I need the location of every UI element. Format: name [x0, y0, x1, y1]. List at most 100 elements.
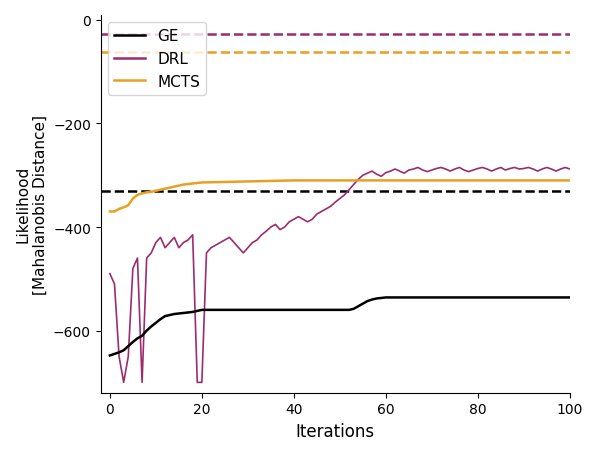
GE: [543, 295, 550, 300]
GE: [313, 308, 321, 313]
GE: [212, 308, 219, 313]
GE: [355, 304, 362, 309]
GE: [125, 344, 132, 349]
GE: [405, 295, 413, 300]
DRL: [322, 207, 329, 212]
MCTS: [428, 178, 435, 184]
GE: [520, 295, 527, 300]
MCTS: [244, 179, 251, 185]
GE: [175, 311, 182, 317]
GE: [139, 334, 146, 339]
Y-axis label: Likelihood
[Mahalanobis Distance]: Likelihood [Mahalanobis Distance]: [15, 115, 47, 294]
DRL: [106, 271, 114, 277]
MCTS: [474, 178, 481, 184]
Line: MCTS: MCTS: [110, 181, 570, 212]
MCTS: [520, 178, 527, 184]
DRL: [438, 165, 445, 171]
X-axis label: Iterations: Iterations: [295, 422, 375, 440]
GE: [106, 353, 114, 359]
MCTS: [497, 178, 504, 184]
GE: [346, 308, 353, 313]
MCTS: [313, 178, 321, 184]
MCTS: [451, 178, 459, 184]
MCTS: [157, 187, 164, 193]
MCTS: [120, 205, 127, 211]
GE: [203, 308, 210, 313]
MCTS: [543, 178, 550, 184]
MCTS: [199, 180, 206, 186]
MCTS: [161, 187, 169, 192]
GE: [382, 295, 389, 300]
Line: GE: GE: [110, 298, 570, 356]
GE: [199, 308, 206, 313]
GE: [166, 313, 173, 318]
DRL: [226, 235, 233, 241]
GE: [111, 351, 118, 357]
GE: [120, 348, 127, 353]
GE: [170, 312, 178, 317]
GE: [451, 295, 459, 300]
GE: [267, 308, 274, 313]
GE: [364, 298, 371, 304]
MCTS: [139, 191, 146, 197]
MCTS: [359, 178, 367, 184]
GE: [157, 317, 164, 322]
MCTS: [175, 183, 182, 189]
GE: [428, 295, 435, 300]
MCTS: [405, 178, 413, 184]
DRL: [120, 380, 127, 385]
GE: [244, 308, 251, 313]
GE: [290, 308, 297, 313]
MCTS: [267, 179, 274, 184]
MCTS: [143, 190, 150, 196]
GE: [336, 308, 343, 313]
MCTS: [382, 178, 389, 184]
MCTS: [221, 180, 228, 185]
GE: [115, 350, 123, 355]
MCTS: [170, 184, 178, 190]
MCTS: [180, 182, 187, 188]
MCTS: [184, 182, 191, 187]
GE: [143, 328, 150, 334]
GE: [148, 324, 155, 329]
MCTS: [290, 178, 297, 184]
MCTS: [111, 209, 118, 215]
MCTS: [129, 197, 136, 202]
MCTS: [566, 178, 573, 184]
MCTS: [125, 203, 132, 208]
GE: [129, 339, 136, 345]
DRL: [460, 168, 468, 173]
MCTS: [148, 190, 155, 195]
GE: [216, 308, 224, 313]
GE: [221, 308, 228, 313]
GE: [387, 295, 394, 300]
GE: [184, 310, 191, 315]
DRL: [387, 169, 394, 174]
GE: [350, 306, 357, 312]
MCTS: [336, 178, 343, 184]
GE: [194, 308, 201, 314]
DRL: [414, 165, 422, 171]
GE: [378, 296, 385, 301]
GE: [208, 308, 215, 313]
MCTS: [115, 207, 123, 212]
MCTS: [152, 189, 160, 194]
Legend: GE, DRL, MCTS: GE, DRL, MCTS: [108, 23, 206, 96]
GE: [474, 295, 481, 300]
GE: [180, 311, 187, 316]
MCTS: [194, 181, 201, 186]
Line: DRL: DRL: [110, 168, 570, 383]
MCTS: [166, 186, 173, 191]
GE: [566, 295, 573, 300]
GE: [152, 320, 160, 326]
DRL: [143, 256, 150, 261]
GE: [134, 336, 141, 341]
GE: [497, 295, 504, 300]
MCTS: [189, 182, 196, 187]
GE: [161, 313, 169, 319]
GE: [359, 301, 367, 307]
DRL: [566, 167, 573, 172]
GE: [368, 297, 376, 303]
MCTS: [134, 193, 141, 198]
GE: [373, 296, 380, 302]
